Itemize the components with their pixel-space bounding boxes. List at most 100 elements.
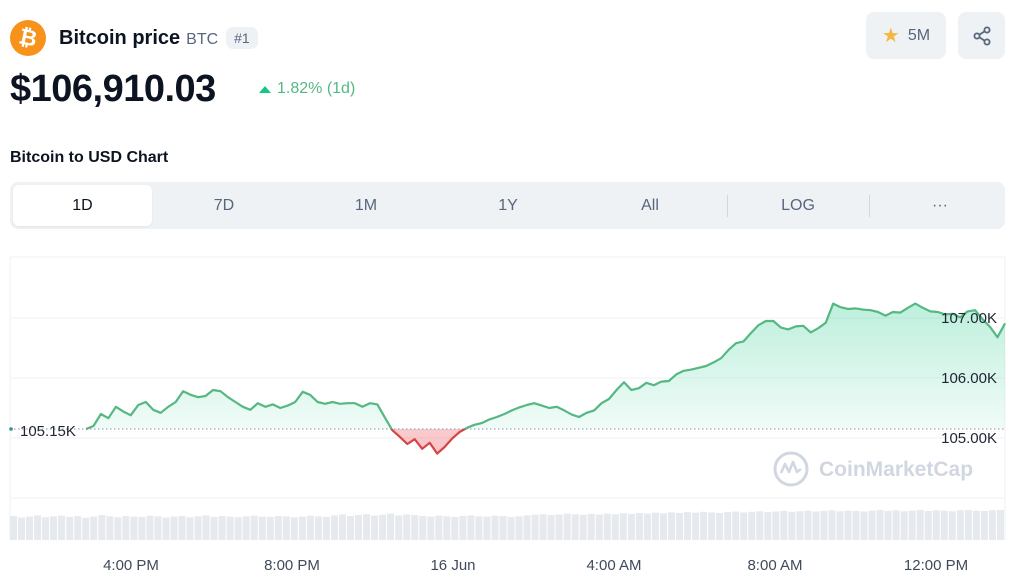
volume-bar: [322, 516, 330, 540]
volume-bar: [828, 510, 836, 540]
volume-bar: [162, 517, 170, 540]
volume-bar: [242, 516, 250, 540]
volume-bar: [932, 510, 940, 540]
volume-bar: [355, 515, 362, 540]
volume-bar: [836, 511, 844, 540]
volume-bar: [972, 510, 980, 540]
volume-bar: [451, 516, 459, 540]
volume-bar: [788, 511, 796, 540]
volume-bar: [844, 510, 852, 540]
volume-bar: [997, 510, 1004, 540]
volume-bar: [547, 515, 555, 540]
tab-1y[interactable]: 1Y: [498, 196, 518, 214]
y-axis-labels: 105.00K 106.00K 107.00K: [941, 310, 997, 447]
x-axis-labels: 4:00 PM 8:00 PM 16 Jun 4:00 AM 8:00 AM 12:00 …: [103, 557, 968, 574]
volume-bar: [820, 510, 828, 540]
x-tick-label: 12:00 PM: [904, 557, 968, 574]
x-tick-label: 16 Jun: [430, 557, 475, 574]
volume-bar: [860, 511, 868, 540]
volume-bar: [50, 516, 58, 540]
volume-bar: [812, 511, 820, 540]
price-chart[interactable]: CoinMarketCap 105.00K 106.00K 107.00K 105.…: [0, 240, 1024, 574]
x-tick-label: 4:00 AM: [586, 557, 641, 574]
volume-bar: [892, 510, 900, 540]
volume-bar: [106, 516, 114, 540]
tab-log[interactable]: LOG: [781, 196, 815, 214]
volume-bar: [90, 516, 98, 540]
volume-bar: [515, 516, 523, 540]
volume-bar: [523, 515, 531, 540]
chart-title: Bitcoin to USD Chart: [10, 149, 169, 166]
tab-1d[interactable]: 1D: [13, 185, 152, 226]
volume-bar: [274, 516, 282, 540]
volume-bar: [611, 514, 619, 540]
share-button[interactable]: [958, 12, 1005, 59]
volume-bar: [467, 515, 475, 540]
volume-bar: [154, 516, 162, 540]
volume-bar: [170, 516, 178, 540]
volume-bar: [571, 514, 579, 540]
coinmarketcap-watermark: CoinMarketCap: [773, 451, 973, 487]
volume-bar: [258, 516, 266, 540]
volume-bar: [980, 510, 988, 540]
bitcoin-logo-glyph: ₿: [16, 23, 40, 52]
up-triangle-icon: [259, 85, 271, 93]
x-tick-label: 8:00 PM: [264, 557, 320, 574]
volume-bar: [868, 510, 876, 540]
volume-bar: [748, 511, 756, 540]
volume-bar: [443, 516, 451, 540]
volume-bar: [732, 511, 740, 540]
volume-bar: [186, 517, 194, 540]
volume-bar: [852, 510, 860, 540]
volume-bar: [507, 516, 515, 540]
tab-7d[interactable]: 7D: [213, 196, 235, 214]
volume-bar: [363, 514, 371, 540]
baseline-marker: [9, 427, 13, 431]
volume-bar: [74, 516, 82, 540]
x-tick-label: 8:00 AM: [747, 557, 802, 574]
volume-bar: [684, 512, 691, 540]
volume-bar: [427, 516, 435, 540]
watchlist-button[interactable]: ★ 5M: [866, 12, 946, 59]
volume-bar: [266, 516, 274, 540]
volume-bar: [314, 516, 322, 540]
volume-bar: [643, 513, 651, 540]
volume-bar: [579, 514, 587, 540]
volume-bar: [42, 517, 50, 540]
volume-bar: [499, 516, 507, 540]
volume-bar: [218, 516, 226, 540]
current-price: $106,910.03: [10, 68, 216, 110]
price-change: 1.82% (1d): [259, 80, 355, 98]
volume-bar: [651, 512, 659, 540]
volume-bar: [531, 514, 539, 540]
volume-bar: [595, 514, 603, 540]
volume-bar: [635, 513, 643, 540]
range-divider: [727, 195, 728, 217]
volume-bar: [756, 511, 764, 540]
watermark-text: CoinMarketCap: [819, 458, 973, 481]
volume-bar: [627, 513, 635, 540]
tab-1m[interactable]: 1M: [354, 196, 378, 214]
chart-range-selector: 1D 7D 1M 1Y All LOG ···: [10, 182, 1005, 229]
volume-bar: [619, 513, 627, 540]
volume-bar: [804, 510, 812, 540]
volume-bar: [716, 513, 724, 540]
volume-bar: [772, 511, 780, 540]
volume-bar: [764, 512, 772, 540]
volume-bar: [989, 510, 996, 540]
price-area-above-baseline: [86, 303, 1005, 429]
volume-bar: [660, 513, 667, 540]
baseline-label: 105.15K: [20, 423, 76, 440]
volume-bar: [34, 515, 42, 540]
volume-bar: [82, 517, 90, 540]
volume-bars: [10, 510, 1004, 540]
volume-bar: [379, 514, 387, 540]
volume-bar: [114, 517, 122, 540]
volume-bar: [708, 512, 716, 540]
volume-bar: [483, 516, 491, 540]
volume-bar: [916, 510, 924, 540]
volume-bar: [339, 514, 346, 540]
more-options-button[interactable]: ···: [932, 196, 948, 214]
price-chart-svg: CoinMarketCap 105.00K 106.00K 107.00K 105.…: [9, 256, 1006, 574]
tab-all[interactable]: All: [641, 196, 659, 214]
